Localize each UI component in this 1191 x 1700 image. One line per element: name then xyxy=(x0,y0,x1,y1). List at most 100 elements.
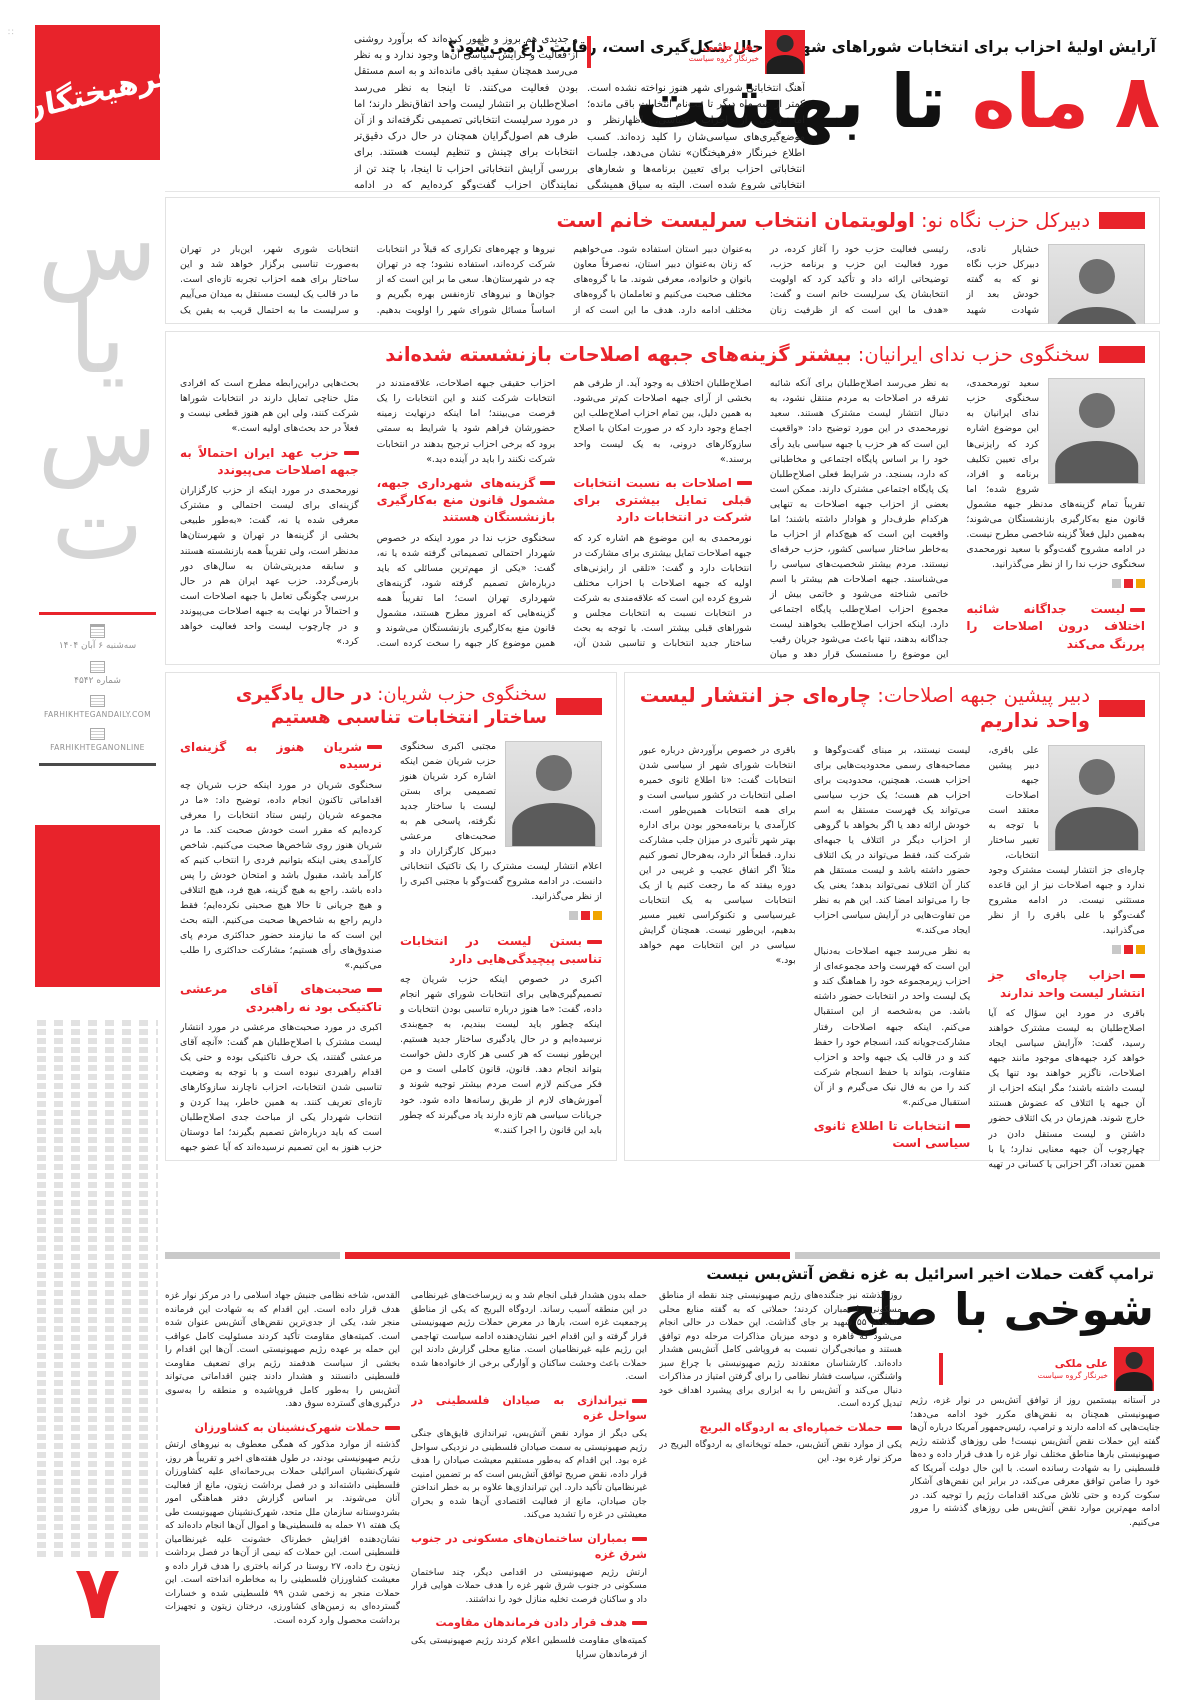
color-chip-y xyxy=(1136,945,1145,955)
sub-headline: بستن لیست در انتخابات تناسبی پیچیدگی‌های… xyxy=(400,933,602,968)
sub-headline: حملات خمپاره‌ای به اردوگاه البریج xyxy=(659,1420,902,1436)
dotted-pattern xyxy=(37,1020,158,1558)
paragraph: به نظر می‌رسد اصلاح‌طلبان برای آنکه شائب… xyxy=(573,378,949,661)
color-chip-g xyxy=(1112,578,1121,588)
sub-headline: شریان هنوز به گزینه‌ای نرسیده xyxy=(180,739,382,774)
lead-column-left: و جدیدی هم بروز و ظهور کرده‌اند که برآور… xyxy=(354,32,578,190)
network-icon xyxy=(90,728,105,741)
sub-headline: هدف قرار دادن فرماندهان مقاومت xyxy=(411,1615,647,1631)
section-letter: یا xyxy=(68,282,127,397)
author-name: زهرا طیبی xyxy=(702,40,759,53)
paragraph: یکی از موارد نقض آتش‌بس، حمله توپخانه‌ای… xyxy=(659,1440,902,1464)
chip-red-bar xyxy=(587,36,591,68)
newspaper-logo: فرهیختگان xyxy=(35,25,160,160)
article-headline: دبیر پیشین جبهه اصلاحات: چاره‌ای جز انتش… xyxy=(639,683,1145,734)
sub-headline: تیراندازی به صیادان فلسطینی در سواحل غزه xyxy=(411,1393,647,1423)
section-title-politics: س یا س ت xyxy=(35,197,160,583)
headline-title: بیشتر گزینه‌های جبهه اصلاحات بازنشسته شد… xyxy=(385,343,852,366)
paragraph: ارتش رژیم صهیونیستی در اقدامی دیگر، چند … xyxy=(411,1567,647,1605)
paragraph: باقری در خصوص برآوردش درباره عبور انتخاب… xyxy=(639,744,796,967)
issue-info: سه‌شنبه ۶ آبان ۱۴۰۴ شماره ۴۵۴۲ FARHIKHTE… xyxy=(39,612,156,767)
article-bagheri: دبیر پیشین جبهه اصلاحات: چاره‌ای جز انتش… xyxy=(624,672,1160,1170)
paragraph: کمیته‌های مقاومت فلسطین اعلام کردند رژیم… xyxy=(411,1636,647,1660)
article-sharyan: سخنگوی حزب شریان: در حال یادگیری ساختار … xyxy=(165,672,617,1161)
section-letter: س xyxy=(37,375,158,490)
headline-title: در حال یادگیری ساختار انتخابات تناسبی هس… xyxy=(235,684,547,729)
divider-gray-bar xyxy=(165,1252,340,1259)
gray-block xyxy=(35,1645,160,1700)
author-chip: علی ملکی خبرنگار گروه سیاست xyxy=(939,1347,1154,1391)
color-chip-y xyxy=(1136,578,1145,588)
sub-headline: اصلاحات به نسبت انتخابات قبلی تمایل بیشت… xyxy=(573,475,752,527)
headline-title: اولویتمان انتخاب سرلیست خانم است xyxy=(556,209,915,232)
author-names: علی ملکی خبرنگار گروه سیاست xyxy=(1038,1358,1108,1381)
article-body: خشایار نادی، دبیرکل حزب نگاه نو که به گف… xyxy=(180,242,1145,325)
left-rail: فرهیختگان س یا س ت سه‌شنبه ۶ آبان ۱۴۰۴ ش… xyxy=(35,0,160,1700)
chip-red-bar xyxy=(939,1353,943,1385)
sub-headline: حزب عهد ایران احتمالاً به جبهه اصلاحات م… xyxy=(180,445,359,480)
color-chip-r xyxy=(1124,578,1133,588)
portrait-photo xyxy=(1048,244,1145,325)
paragraph: گذشته از موارد مذکور که همگی معطوف به نی… xyxy=(165,1440,400,1626)
corner-dots: ∷ xyxy=(8,28,15,38)
paragraph: اکبری در مورد صحبت‌های مرعشی در مورد انت… xyxy=(180,1021,382,1154)
author-role: خبرنگار گروه سیاست xyxy=(688,53,759,63)
headline-prefix: دبیرکل حزب نگاه نو: xyxy=(921,209,1090,232)
bottom-column-1: در آستانه بیستمین روز از توافق آتش‌بس در… xyxy=(910,1395,1160,1690)
sub-headline: انتخابات تا اطلاع ثانوی سیاسی است xyxy=(814,1118,971,1153)
color-chip-g xyxy=(1112,945,1121,955)
article-headline: سخنگوی حزب ندای ایرانیان: بیشتر گزینه‌ها… xyxy=(180,342,1145,367)
sub-headline: لیست جداگانه شائبه اختلاف درون اصلاحات ر… xyxy=(966,601,1145,653)
calendar-icon xyxy=(90,624,105,638)
article-headline: سخنگوی حزب شریان: در حال یادگیری ساختار … xyxy=(180,683,602,730)
paragraph: روز گذشته نیز جنگنده‌های رژیم صهیونیستی … xyxy=(659,1291,902,1409)
portrait-photo xyxy=(1048,378,1145,485)
color-chip-y xyxy=(593,911,602,921)
bottom-column-3: حمله بدون هشدار قبلی انجام شد و به زیرسا… xyxy=(411,1290,647,1692)
headline-red-bar xyxy=(1099,212,1145,230)
page-number: ۷ xyxy=(74,1550,121,1636)
lead-text-left: و جدیدی هم بروز و ظهور کرده‌اند که برآور… xyxy=(354,34,578,190)
issue-date: سه‌شنبه ۶ آبان ۱۴۰۴ xyxy=(58,641,137,651)
paragraph: حمله بدون هشدار قبلی انجام شد و به زیرسا… xyxy=(411,1291,647,1382)
bottom-kicker: ترامپ گفت حملات اخیر اسرائیل به غزه نقض … xyxy=(706,1265,1154,1283)
website-online: FARHIKHTEGANONLINE xyxy=(50,743,145,753)
paragraph: مجتبی اکبری سخنگوی حزب شریان ضمن اینکه ا… xyxy=(400,740,602,903)
article-neda-iranian: سخنگوی حزب ندای ایرانیان: بیشتر گزینه‌ها… xyxy=(165,331,1160,665)
sub-headline: گزینه‌های شهرداری جبهه، مشمول قانون منع … xyxy=(377,475,556,527)
main-content: آرایش اولیهٔ احزاب برای انتخابات شوراهای… xyxy=(165,0,1160,1700)
author-photo xyxy=(765,30,805,74)
headline-red-bar xyxy=(1099,346,1145,364)
logo-text: فرهیختگان xyxy=(35,55,160,130)
author-role: خبرنگار گروه سیاست xyxy=(1037,1370,1108,1380)
article-body: سعید تورمحمدی، سخنگوی حزب ندای ایرانیان … xyxy=(180,376,1145,664)
paragraph: نورمحمدی در مورد اینکه از حزب کارگزاران … xyxy=(180,485,359,647)
paragraph: نورمحمدی به این موضوع هم اشاره کرد که جب… xyxy=(376,378,752,650)
monitor-icon xyxy=(90,695,105,708)
color-chips xyxy=(988,944,1145,959)
divider-gray-bar xyxy=(795,1252,1160,1259)
portrait-photo xyxy=(1048,744,1145,851)
bottom-column-2: روز گذشته نیز جنگنده‌های رژیم صهیونیستی … xyxy=(659,1290,902,1692)
issue-number: شماره ۴۵۴۲ xyxy=(74,675,121,686)
headline-prefix: دبیر پیشین جبهه اصلاحات: xyxy=(877,684,1090,707)
sub-headline: حملات شهرک‌نشینان به کشاورزان xyxy=(165,1420,400,1436)
headline-title: چاره‌ای جز انتشار لیست واحد نداریم xyxy=(639,684,1090,733)
bottom-section-peace: ترامپ گفت حملات اخیر اسرائیل به غزه نقض … xyxy=(165,1252,1160,1700)
section-letter: ت xyxy=(51,468,144,583)
headline-prefix: سخنگوی حزب شریان: xyxy=(377,684,547,705)
paragraph: اکبری در خصوص اینکه حزب شریان چه تصمیم‌گ… xyxy=(400,974,602,1136)
paragraph: القدس، شاخه نظامی جنبش جهاد اسلامی را در… xyxy=(165,1291,400,1409)
paragraph: علی باقری، دبیر پیشین جبهه اصلاحات معتقد… xyxy=(988,744,1145,937)
lead-column-right: زهرا طیبی خبرنگار گروه سیاست آهنگ انتخاب… xyxy=(587,30,805,190)
headline-red-bar xyxy=(1099,699,1145,717)
paragraph: به نظر می‌رسد جبهه اصلاحات به‌دنبال این … xyxy=(813,946,971,1108)
color-chip-r xyxy=(1124,945,1133,955)
paragraph: یکی دیگر از موارد نقض آتش‌بس، تیراندازی … xyxy=(411,1429,647,1521)
bottom-headline: شوخی با صلح xyxy=(844,1283,1154,1336)
paragraph: سخنگوی حزب ندا در مورد اینکه در خصوص شهر… xyxy=(180,378,556,650)
main-headline-red: ۸ ماه xyxy=(971,59,1160,145)
headline-red-bar xyxy=(556,697,602,715)
article-body: مجتبی اکبری سخنگوی حزب شریان ضمن اینکه ا… xyxy=(180,739,602,1169)
paragraph: در آستانه بیستمین روز از توافق آتش‌بس در… xyxy=(910,1396,1160,1528)
